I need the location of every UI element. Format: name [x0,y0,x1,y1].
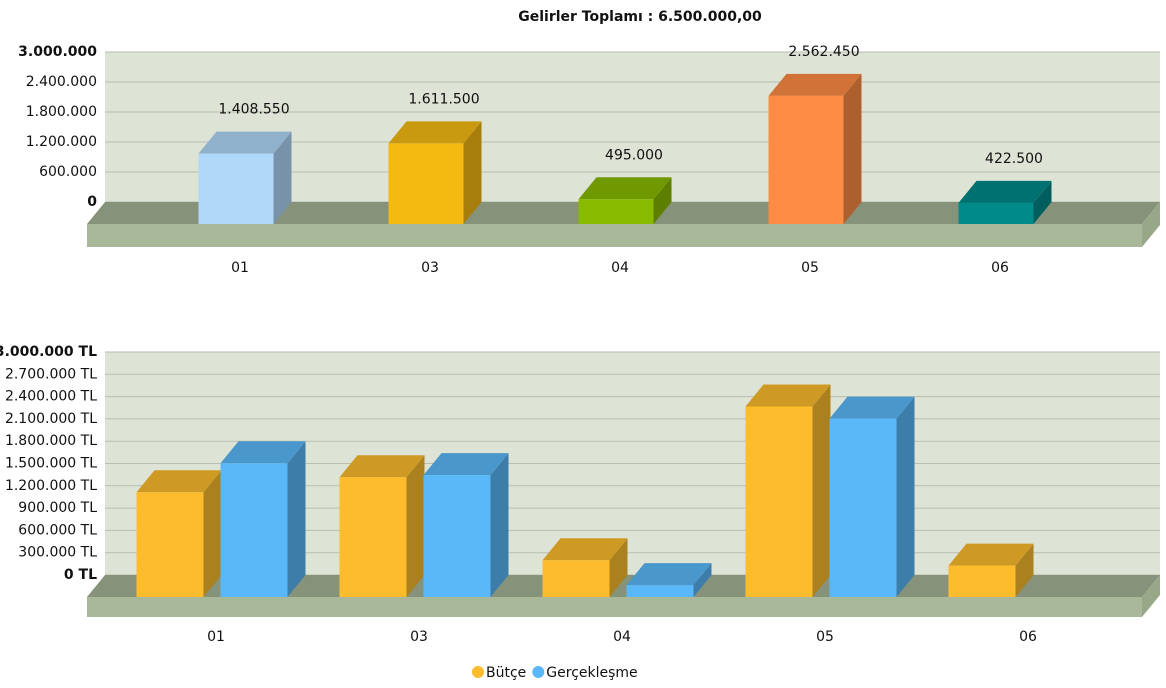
bar-top [423,453,509,476]
bar-top [958,180,1052,203]
bar [745,406,813,597]
bar-side [406,455,425,597]
bar-top [339,455,425,478]
x-tick-label: 03 [410,629,428,645]
bar-side [1033,180,1052,224]
bar [198,153,274,224]
bar-side [463,121,482,224]
value-label: 2.562.450 [788,44,859,60]
bar-top [829,396,915,419]
bar [829,418,897,597]
bar-top [388,121,482,144]
legend-marker [472,666,484,678]
bar-side [490,453,509,597]
bar-side [843,73,862,224]
floor-front [87,597,1142,617]
y-tick-label: 1.200.000 [26,134,97,150]
y-tick-label: 1.200.000 TL [5,478,97,494]
bar [768,95,844,224]
bar-top [136,470,222,493]
x-tick-label: 04 [613,629,631,645]
x-tick-label: 01 [207,629,225,645]
bar [136,492,204,597]
y-tick-label: 1.500.000 TL [5,456,97,472]
y-tick-label: 2.400.000 [26,74,97,90]
bar [578,199,654,224]
x-tick-label: 05 [801,260,819,276]
value-label: 422.500 [985,151,1043,167]
bar [626,585,694,597]
floor-side [1142,575,1160,617]
x-tick-label: 06 [991,260,1009,276]
y-tick-label: 3.000.000 [18,44,97,60]
value-label: 495.000 [605,147,663,163]
bar [339,477,407,597]
x-tick-label: 05 [816,629,834,645]
x-tick-label: 04 [611,260,629,276]
x-tick-label: 01 [231,260,249,276]
bar-side [653,177,672,224]
bar-top [198,131,292,154]
y-tick-label: 0 [87,194,97,210]
x-tick-label: 06 [1019,629,1037,645]
bar-top [220,441,306,464]
bar-side [896,396,915,597]
y-tick-label: 600.000 TL [18,522,97,538]
chart-title: Gelirler Toplamı : 6.500.000,00 [518,9,762,25]
y-tick-label: 0 TL [64,567,97,583]
legend-label: Bütçe [486,665,526,681]
y-tick-label: 1.800.000 TL [5,433,97,449]
y-tick-label: 1.800.000 [26,104,97,120]
bar-top [745,384,831,407]
floor-front [87,224,1142,247]
bar [958,202,1034,224]
bar [423,475,491,597]
bar-side [693,563,712,597]
bar-top [948,543,1034,566]
bar-side [203,470,222,597]
bar [948,565,1016,597]
bar-side [1015,543,1034,597]
y-tick-label: 2.400.000 TL [5,389,97,405]
bar-top [626,563,712,586]
value-label: 1.611.500 [408,91,479,107]
bar [220,463,288,597]
legend-label: Gerçekleşme [546,665,637,681]
y-tick-label: 300.000 TL [18,545,97,561]
bar [388,143,464,224]
bar-top [578,177,672,200]
y-tick-label: 900.000 TL [18,500,97,516]
value-label: 1.408.550 [218,102,289,118]
bar-top [542,538,628,561]
x-tick-label: 03 [421,260,439,276]
bar-side [273,131,292,224]
y-tick-label: 2.700.000 TL [5,366,97,382]
bar-side [812,384,831,597]
floor-side [1142,202,1160,247]
bar [542,560,610,597]
y-tick-label: 3.000.000 TL [0,344,97,360]
y-tick-label: 2.100.000 TL [5,411,97,427]
legend-marker [532,666,545,678]
bar-side [287,441,306,597]
y-tick-label: 600.000 [39,164,97,180]
bar-side [609,538,628,597]
bar-top [768,73,862,96]
